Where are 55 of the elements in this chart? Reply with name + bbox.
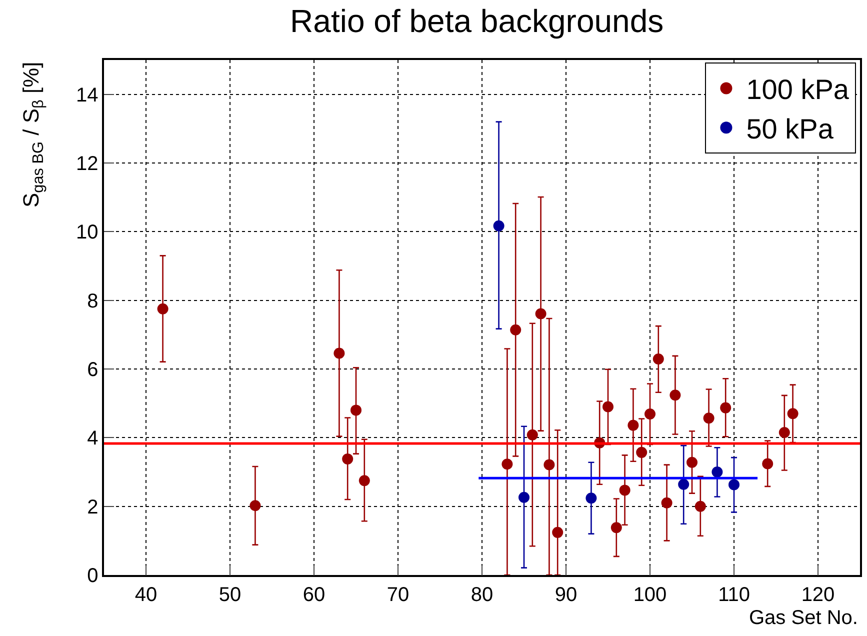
x-tick-label: 100	[633, 584, 667, 606]
point	[493, 220, 504, 232]
point	[728, 479, 740, 490]
point	[703, 412, 714, 424]
point	[610, 522, 622, 534]
point	[762, 458, 774, 470]
point	[670, 390, 681, 401]
point	[628, 420, 639, 431]
point	[552, 526, 564, 538]
point	[342, 453, 354, 464]
point	[358, 475, 370, 486]
point	[602, 401, 614, 412]
x-tick-label: 70	[386, 584, 410, 606]
legend-label: 100 kPa	[746, 74, 850, 106]
point	[720, 402, 732, 414]
point	[619, 484, 630, 496]
point	[157, 303, 168, 314]
point	[535, 308, 546, 320]
y-tick-label: 4	[87, 428, 98, 450]
x-tick-label: 50	[218, 584, 242, 606]
point	[526, 429, 538, 440]
point	[502, 458, 513, 470]
point	[652, 354, 664, 365]
point	[787, 408, 798, 420]
point	[350, 404, 362, 416]
x-tick-label: 60	[302, 584, 326, 606]
x-tick-label: 90	[554, 584, 578, 606]
x-tick-label: 110	[718, 584, 750, 606]
x-tick-label: 120	[801, 584, 835, 606]
point	[661, 497, 672, 508]
point	[712, 466, 723, 478]
point	[250, 500, 261, 512]
point	[586, 492, 597, 504]
y-tick-label: 14	[76, 84, 98, 106]
point	[778, 427, 790, 438]
x-tick-label: 40	[134, 584, 158, 606]
x-axis-title: Gas Set No.	[749, 607, 858, 629]
y-tick-label: 10	[76, 222, 98, 244]
point	[644, 408, 656, 420]
y-tick-label: 6	[87, 359, 98, 381]
y-tick-label: 8	[87, 290, 98, 312]
legend-label: 50 kPa	[746, 114, 834, 145]
point	[686, 456, 698, 468]
point	[334, 348, 345, 359]
y-tick-label: 12	[76, 153, 98, 175]
point	[510, 324, 522, 336]
y-tick-label: 2	[87, 496, 98, 518]
point	[636, 446, 648, 458]
point	[518, 492, 530, 503]
point	[544, 459, 555, 470]
point	[694, 500, 706, 512]
y-tick-label: 0	[87, 565, 98, 587]
chart-title: Ratio of beta backgrounds	[290, 2, 664, 39]
x-tick-label: 80	[470, 584, 494, 606]
point	[678, 478, 690, 490]
